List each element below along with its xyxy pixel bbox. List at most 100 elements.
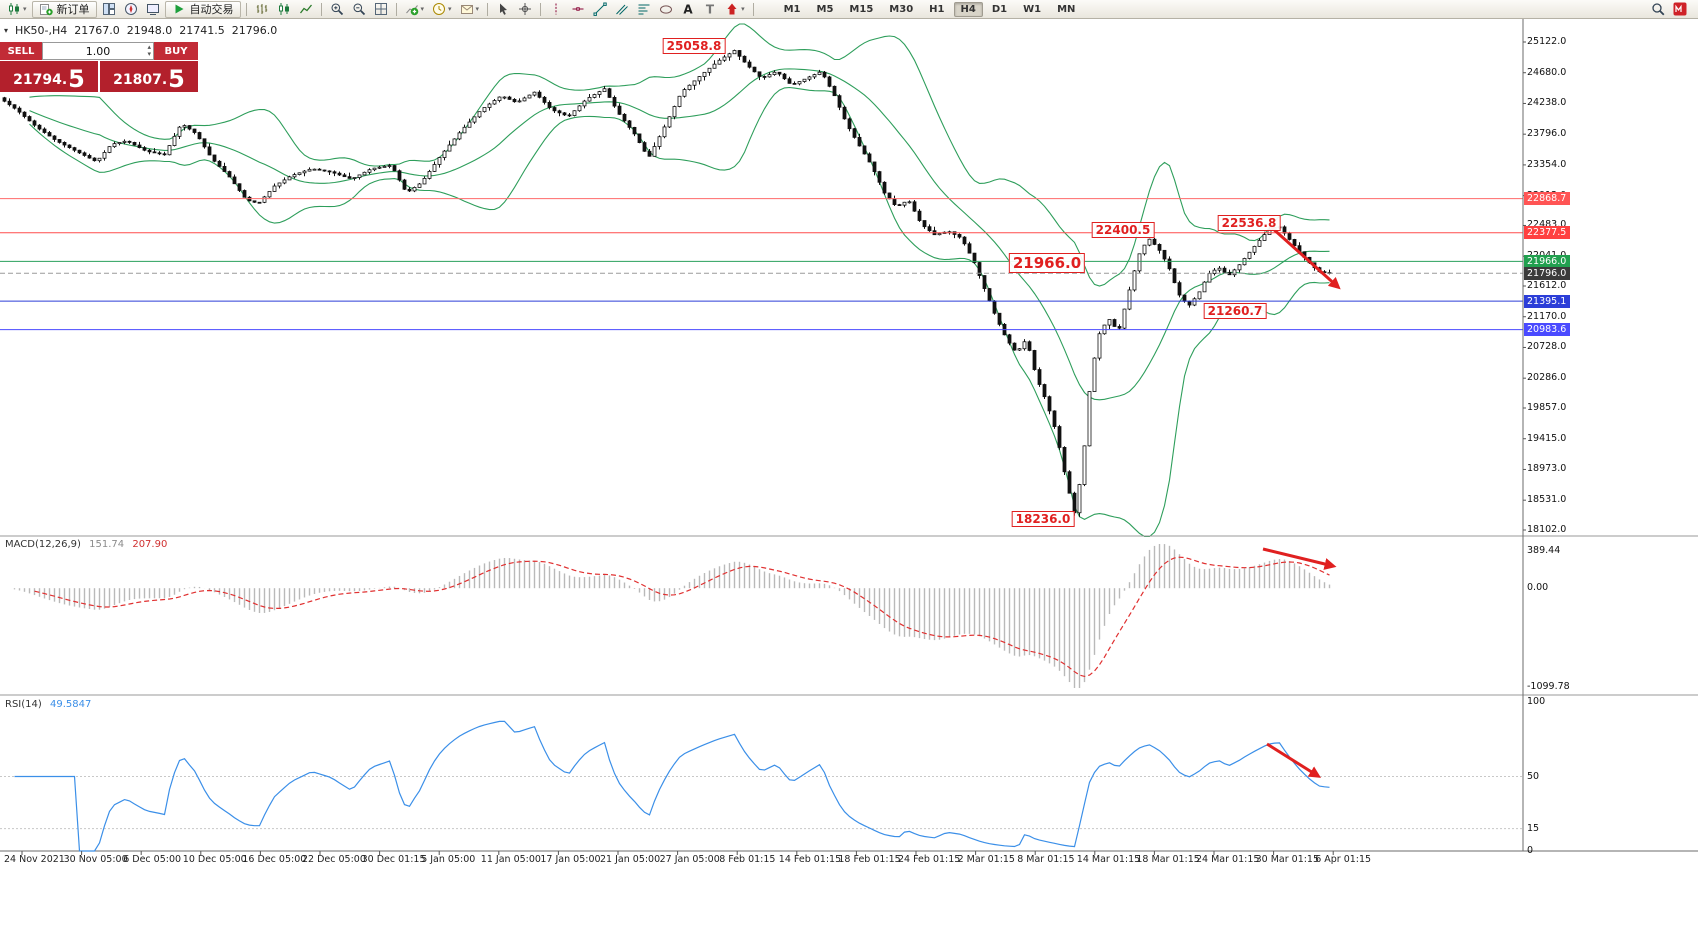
channel-icon: [616, 4, 628, 15]
zoomout-icon: [353, 3, 365, 16]
channel-button[interactable]: [612, 1, 632, 18]
indicators-button[interactable]: ▾: [402, 1, 428, 18]
macd-name: MACD(12,26,9): [5, 539, 81, 550]
mql5-icon: [1673, 2, 1687, 16]
toolbar-separator: [395, 2, 397, 16]
toolbar-right-group: [1647, 1, 1695, 18]
dropdown-arrow-icon: ▾: [741, 5, 745, 13]
bars-icon: [256, 4, 267, 14]
periods-button[interactable]: ▾: [429, 1, 455, 18]
bar-chart-type-button[interactable]: [252, 1, 272, 18]
timeframe-W1-button[interactable]: W1: [1023, 3, 1042, 15]
svg-text:A: A: [683, 3, 693, 17]
zoom-out-button[interactable]: [349, 1, 369, 18]
open-charts-button[interactable]: [99, 1, 119, 18]
macd-value-2: 207.90: [132, 539, 168, 550]
tile-windows-button[interactable]: [371, 1, 391, 18]
buy-price-big-digit: 5: [168, 65, 185, 93]
text-label-button[interactable]: T: [700, 1, 720, 18]
toolbar-separator: [487, 2, 489, 16]
chart-ohlc-label: ▾ HK50-,H4 21767.0 21948.0 21741.5 21796…: [4, 24, 277, 37]
mql5-community-button[interactable]: [1670, 1, 1690, 18]
spinner-up-icon[interactable]: ▴: [147, 43, 151, 51]
timeframe-D1-button[interactable]: D1: [991, 3, 1008, 15]
close-value: 21796.0: [231, 24, 278, 37]
hline-icon: [572, 7, 584, 11]
trend-icon: [593, 2, 607, 16]
new-chart-button[interactable]: ▾: [4, 1, 30, 18]
search-icon: [1652, 3, 1665, 16]
timeframe-M15-button[interactable]: M15: [849, 3, 874, 15]
trendline-button[interactable]: [590, 1, 610, 18]
toolbar-separator: [245, 2, 247, 16]
zoomin-icon: [331, 3, 343, 16]
fibo-icon: [638, 4, 650, 15]
cross-icon: [519, 3, 532, 15]
textA-icon: A: [683, 3, 693, 17]
vline-icon: [555, 3, 557, 15]
one-click-trading-panel: SELL 1.00 ▴ ▾ BUY 21794. 5 21807. 5: [0, 42, 198, 92]
buy-button[interactable]: BUY: [154, 42, 198, 60]
new-order-button[interactable]: 新订单: [31, 0, 97, 18]
mail-icon: [460, 5, 473, 14]
search-button[interactable]: [1648, 1, 1668, 18]
crosshair-button[interactable]: [515, 1, 535, 18]
navigator-button[interactable]: [121, 1, 141, 18]
volume-value: 1.00: [85, 44, 111, 58]
sell-button[interactable]: SELL: [0, 42, 42, 60]
timeframe-H1-button[interactable]: H1: [929, 3, 945, 15]
fibonacci-button[interactable]: [634, 1, 654, 18]
rsi-value: 49.5847: [49, 699, 92, 710]
toolbar-button-label: 自动交易: [189, 3, 234, 16]
vertical-line-button[interactable]: [546, 1, 566, 18]
timeframe-M1-button[interactable]: M1: [783, 3, 801, 15]
timeframe-MN-button[interactable]: MN: [1057, 3, 1076, 15]
buy-price-button[interactable]: 21807. 5: [100, 61, 198, 92]
ellipse-icon: [660, 5, 673, 14]
line-icon: [299, 4, 312, 14]
candlestick-chart-type-button[interactable]: [274, 1, 294, 18]
volume-spinner: ▴ ▾: [147, 44, 151, 58]
toolbar: ▾ 新订单 自动交易 ▾ ▾ ▾ A T ▾ M1 M5 M15 M30 H1 H4 D1 W1 MN: [0, 0, 1698, 19]
collapse-panel-icon[interactable]: ▾: [4, 26, 9, 35]
dropdown-arrow-icon: ▾: [23, 5, 27, 13]
sell-price-big-digit: 5: [68, 65, 85, 93]
arrows-button[interactable]: ▾: [722, 1, 748, 18]
high-value: 21948.0: [126, 24, 173, 37]
compass-icon: [124, 3, 137, 15]
toolbar-separator: [320, 2, 322, 16]
horizontal-line-button[interactable]: [568, 1, 588, 18]
toolbar-button-label: 新订单: [56, 3, 90, 16]
rsi-indicator-label: RSI(14) 49.5847: [5, 699, 91, 710]
shapes-button[interactable]: [656, 1, 676, 18]
cursor-icon: [500, 3, 508, 15]
svg-text:T: T: [706, 3, 715, 17]
autotrade-button[interactable]: 自动交易: [164, 0, 241, 18]
timeframe-M5-button[interactable]: M5: [816, 3, 834, 15]
text-button[interactable]: A: [678, 1, 698, 18]
volume-input[interactable]: 1.00 ▴ ▾: [42, 42, 154, 60]
terminal-icon: [146, 4, 159, 15]
macd-value-1: 151.74: [89, 539, 125, 550]
tile-icon: [102, 3, 115, 15]
timeframe-H4-button[interactable]: H4: [953, 1, 983, 17]
plusgreen-icon: [405, 5, 418, 16]
spinner-down-icon[interactable]: ▾: [147, 50, 151, 58]
templates-button[interactable]: ▾: [457, 1, 483, 18]
macd-indicator-label: MACD(12,26,9) 151.74 207.90: [5, 539, 167, 550]
zoom-in-button[interactable]: [327, 1, 347, 18]
symbol-period-label: HK50-,H4: [15, 24, 68, 37]
clock-icon: [433, 3, 446, 15]
rsi-name: RSI(14): [5, 699, 42, 710]
timeframe-M30-button[interactable]: M30: [889, 3, 914, 15]
sell-price-button[interactable]: 21794. 5: [0, 61, 98, 92]
play-icon: [175, 4, 184, 14]
textT-icon: T: [706, 3, 715, 17]
grid-icon: [374, 3, 387, 15]
terminal-button[interactable]: [143, 1, 163, 18]
line-chart-type-button[interactable]: [296, 1, 316, 18]
cursor-button[interactable]: [493, 1, 513, 18]
dropdown-arrow-icon: ▾: [448, 5, 452, 13]
